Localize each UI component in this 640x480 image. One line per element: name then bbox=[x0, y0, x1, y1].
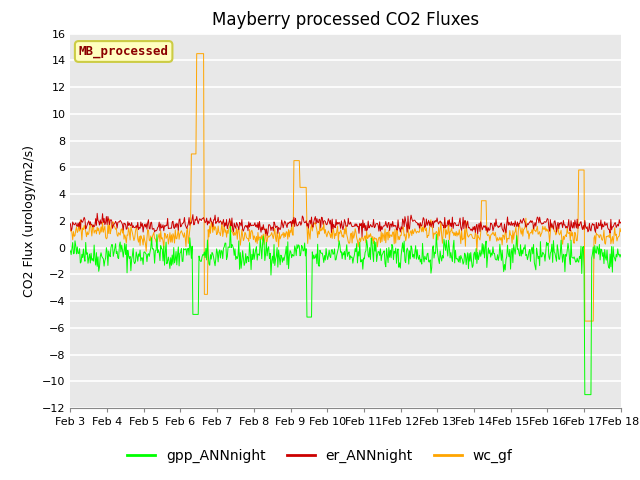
Legend: gpp_ANNnight, er_ANNnight, wc_gf: gpp_ANNnight, er_ANNnight, wc_gf bbox=[122, 443, 518, 468]
Text: MB_processed: MB_processed bbox=[79, 45, 169, 58]
Title: Mayberry processed CO2 Fluxes: Mayberry processed CO2 Fluxes bbox=[212, 11, 479, 29]
Y-axis label: CO2 Flux (urology/m2/s): CO2 Flux (urology/m2/s) bbox=[24, 145, 36, 297]
